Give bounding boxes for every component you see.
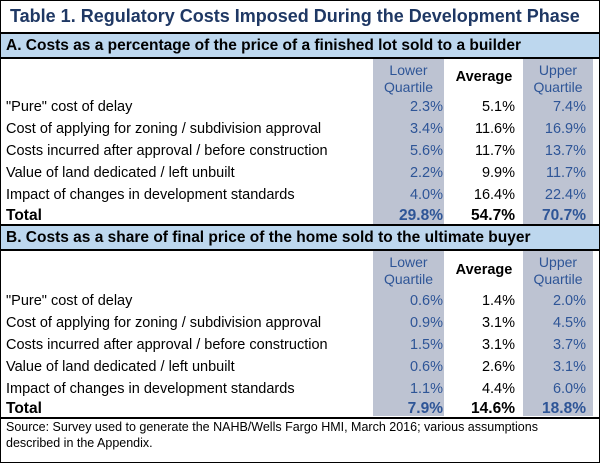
table-row: Impact of changes in development standar… bbox=[1, 379, 599, 399]
upper-quartile-value: 22.4% bbox=[544, 187, 586, 203]
average-total: 54.7% bbox=[471, 207, 515, 224]
row-label: Value of land dedicated / left unbuilt bbox=[6, 359, 235, 375]
table-row: Value of land dedicated / left unbuilt 2… bbox=[1, 163, 599, 183]
average-value: 16.4% bbox=[473, 187, 515, 203]
lower-quartile-value: 3.4% bbox=[409, 121, 443, 137]
upper-quartile-value: 4.5% bbox=[552, 315, 586, 331]
table-row: "Pure" cost of delay 2.3% 5.1% 7.4% bbox=[1, 97, 599, 117]
upper-quartile-total: 70.7% bbox=[542, 207, 586, 224]
lower-quartile-value: 1.1% bbox=[409, 381, 443, 397]
header-lower-line2: Quartile bbox=[383, 271, 434, 287]
average-value: 9.9% bbox=[481, 165, 515, 181]
lower-quartile-value: 1.5% bbox=[409, 337, 443, 353]
upper-quartile-value: 6.0% bbox=[552, 381, 586, 397]
total-row: Total 29.8% 54.7% 70.7% bbox=[1, 206, 599, 226]
footer-divider bbox=[1, 417, 599, 419]
upper-quartile-value: 11.7% bbox=[545, 165, 586, 181]
total-label: Total bbox=[6, 400, 42, 417]
average-value: 3.1% bbox=[481, 337, 515, 353]
lower-quartile-value: 2.2% bbox=[409, 165, 443, 181]
lower-quartile-value: 0.9% bbox=[409, 315, 443, 331]
header-upper-line2: Quartile bbox=[533, 79, 583, 95]
row-label: Impact of changes in development standar… bbox=[6, 381, 295, 397]
upper-quartile-value: 7.4% bbox=[552, 99, 586, 115]
lower-quartile-value: 0.6% bbox=[409, 359, 443, 375]
row-label: Impact of changes in development standar… bbox=[6, 187, 295, 203]
average-value: 11.6% bbox=[474, 121, 515, 137]
section-a-lower-quartile-header: Lower Quartile bbox=[373, 62, 444, 96]
lower-quartile-value: 4.0% bbox=[409, 187, 443, 203]
lower-quartile-value: 2.3% bbox=[409, 99, 443, 115]
upper-quartile-value: 2.0% bbox=[552, 293, 586, 309]
section-b-upper-quartile-column bbox=[523, 251, 593, 416]
upper-quartile-value: 3.7% bbox=[552, 337, 586, 353]
row-label: Value of land dedicated / left unbuilt bbox=[6, 165, 235, 181]
table-row: Value of land dedicated / left unbuilt 0… bbox=[1, 357, 599, 377]
average-total: 14.6% bbox=[471, 400, 515, 417]
section-a-header: A. Costs as a percentage of the price of… bbox=[1, 32, 599, 59]
section-b-upper-quartile-header: Upper Quartile bbox=[523, 254, 593, 288]
section-a-upper-quartile-column bbox=[523, 59, 593, 224]
section-a-lower-quartile-column bbox=[373, 59, 444, 224]
lower-quartile-value: 0.6% bbox=[409, 293, 443, 309]
total-row: Total 7.9% 14.6% 18.8% bbox=[1, 399, 599, 419]
lower-quartile-total: 29.8% bbox=[399, 207, 443, 224]
table-row: Impact of changes in development standar… bbox=[1, 185, 599, 205]
header-lower-line2: Quartile bbox=[383, 79, 434, 95]
average-value: 3.1% bbox=[481, 315, 515, 331]
upper-quartile-value: 13.7% bbox=[544, 143, 586, 159]
table-row: Costs incurred after approval / before c… bbox=[1, 141, 599, 161]
lower-quartile-total: 7.9% bbox=[407, 400, 443, 417]
source-note: Source: Survey used to generate the NAHB… bbox=[6, 420, 538, 450]
average-value: 5.1% bbox=[481, 99, 515, 115]
average-value: 4.4% bbox=[481, 381, 515, 397]
section-a-average-header: Average bbox=[455, 69, 513, 85]
average-value: 2.6% bbox=[481, 359, 515, 375]
row-label: Cost of applying for zoning / subdivisio… bbox=[6, 315, 322, 331]
header-upper-line1: Upper bbox=[538, 62, 578, 78]
lower-quartile-value: 5.6% bbox=[409, 143, 443, 159]
header-upper-line2: Quartile bbox=[533, 271, 583, 287]
upper-quartile-total: 18.8% bbox=[542, 400, 586, 417]
section-a-upper-quartile-header: Upper Quartile bbox=[523, 62, 593, 96]
table-row: Cost of applying for zoning / subdivisio… bbox=[1, 119, 599, 139]
table-row: "Pure" cost of delay 0.6% 1.4% 2.0% bbox=[1, 291, 599, 311]
table-title: Table 1. Regulatory Costs Imposed During… bbox=[10, 6, 580, 26]
row-label: Costs incurred after approval / before c… bbox=[6, 337, 328, 353]
upper-quartile-value: 16.9% bbox=[544, 121, 586, 137]
table-row: Costs incurred after approval / before c… bbox=[1, 335, 599, 355]
row-label: Cost of applying for zoning / subdivisio… bbox=[6, 121, 322, 137]
row-label: "Pure" cost of delay bbox=[6, 99, 133, 115]
header-lower-line1: Lower bbox=[389, 62, 428, 78]
section-b-lower-quartile-column bbox=[373, 251, 444, 416]
total-label: Total bbox=[6, 207, 42, 224]
average-value: 1.4% bbox=[481, 293, 515, 309]
upper-quartile-value: 3.1% bbox=[552, 359, 586, 375]
row-label: Costs incurred after approval / before c… bbox=[6, 143, 328, 159]
section-b-average-header: Average bbox=[455, 262, 513, 278]
section-b-lower-quartile-header: Lower Quartile bbox=[373, 254, 444, 288]
row-label: "Pure" cost of delay bbox=[6, 293, 133, 309]
header-upper-line1: Upper bbox=[538, 254, 578, 270]
header-lower-line1: Lower bbox=[389, 254, 428, 270]
table-row: Cost of applying for zoning / subdivisio… bbox=[1, 313, 599, 333]
section-b-header: B. Costs as a share of final price of th… bbox=[1, 224, 599, 251]
average-value: 11.7% bbox=[474, 143, 515, 159]
